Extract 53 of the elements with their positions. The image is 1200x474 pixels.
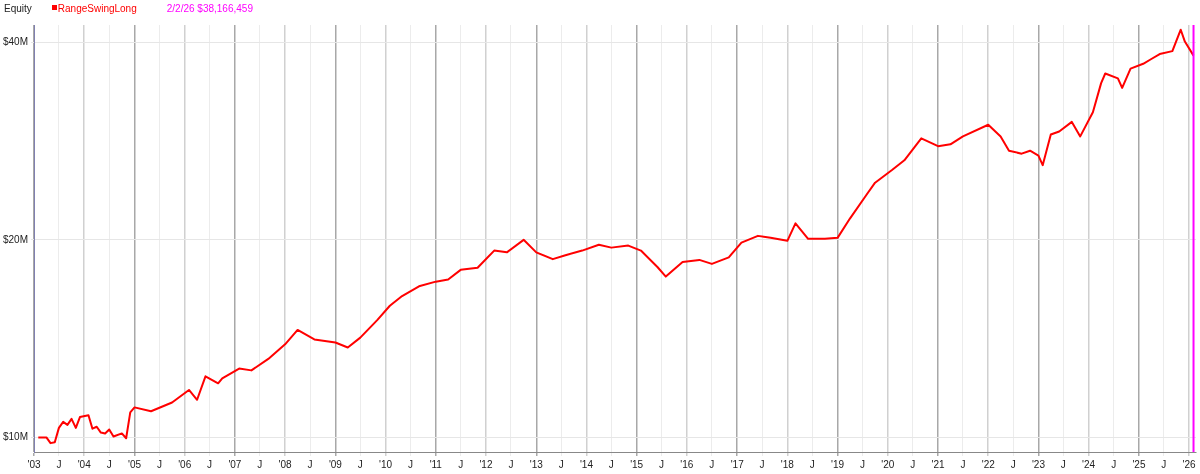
x-tick-label: J [960,458,966,470]
x-tick-label: J [1161,458,1167,470]
x-tick-label: J [608,458,614,470]
x-tick-label: '15 [630,458,644,470]
legend-label: RangeSwingLong [56,2,137,14]
x-tick-label: '24 [1082,458,1096,470]
y-tick-label: $10M [3,431,29,443]
x-tick-label: J [1010,458,1016,470]
x-tick-label: J [659,458,665,470]
x-tick-label: J [257,458,263,470]
x-tick-label: '13 [529,458,544,470]
x-tick-label: J [307,458,313,470]
x-tick-label: '19 [831,458,845,470]
x-tick-label: J [709,458,715,470]
x-tick-label: '04 [77,458,92,470]
x-tick-label: J [1111,458,1117,470]
x-tick-label: J [1060,458,1066,470]
x-tick-label: '25 [1132,458,1146,470]
x-tick-label: J [458,458,464,470]
x-tick-label: '11 [429,458,443,470]
x-tick-label: '12 [479,458,493,470]
y-tick-label: $20M [3,233,29,245]
x-tick-label: J [357,458,363,470]
x-tick-label: '10 [379,458,393,470]
x-tick-label: J [859,458,865,470]
x-tick-label: J [558,458,564,470]
x-tick-label: '16 [680,458,694,470]
x-tick-label: J [910,458,916,470]
x-tick-label: '26 [1182,458,1197,470]
x-tick-label: '08 [278,458,293,470]
x-tick-label: J [56,458,62,470]
ref-line-label: 2/2/26 $38,166,459 [166,2,253,14]
x-tick-label: J [156,458,162,470]
x-tick-label: '21 [931,458,945,470]
x-tick-label: '20 [881,458,895,470]
x-tick-label: '05 [128,458,142,470]
x-tick-label: '03 [27,458,41,470]
x-tick-label: '09 [328,458,343,470]
y-tick-label: $40M [3,36,29,48]
x-tick-label: J [407,458,413,470]
chart-title: Equity [4,2,32,14]
x-tick-label: J [106,458,112,470]
x-tick-label: '06 [178,458,192,470]
x-tick-label: '18 [780,458,795,470]
x-tick-label: '22 [981,458,996,470]
x-tick-label: '14 [579,458,594,470]
x-tick-label: '23 [1031,458,1046,470]
x-tick-label: '07 [228,458,242,470]
x-tick-label: J [207,458,213,470]
x-tick-label: J [809,458,815,470]
x-tick-label: '17 [730,458,745,470]
x-tick-label: J [759,458,765,470]
x-tick-label: J [508,458,514,470]
